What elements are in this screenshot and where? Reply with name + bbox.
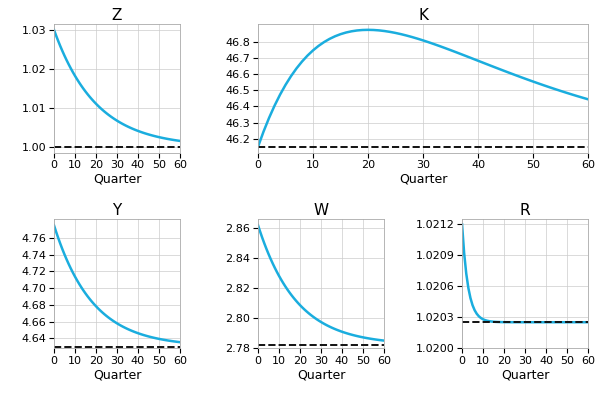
X-axis label: Quarter: Quarter — [93, 368, 141, 382]
Title: Z: Z — [112, 8, 122, 23]
X-axis label: Quarter: Quarter — [93, 173, 141, 186]
Title: R: R — [520, 203, 530, 218]
X-axis label: Quarter: Quarter — [297, 368, 345, 382]
Title: K: K — [418, 8, 428, 23]
X-axis label: Quarter: Quarter — [501, 368, 549, 382]
Title: Y: Y — [112, 203, 122, 218]
X-axis label: Quarter: Quarter — [399, 173, 447, 186]
Title: W: W — [313, 203, 329, 218]
